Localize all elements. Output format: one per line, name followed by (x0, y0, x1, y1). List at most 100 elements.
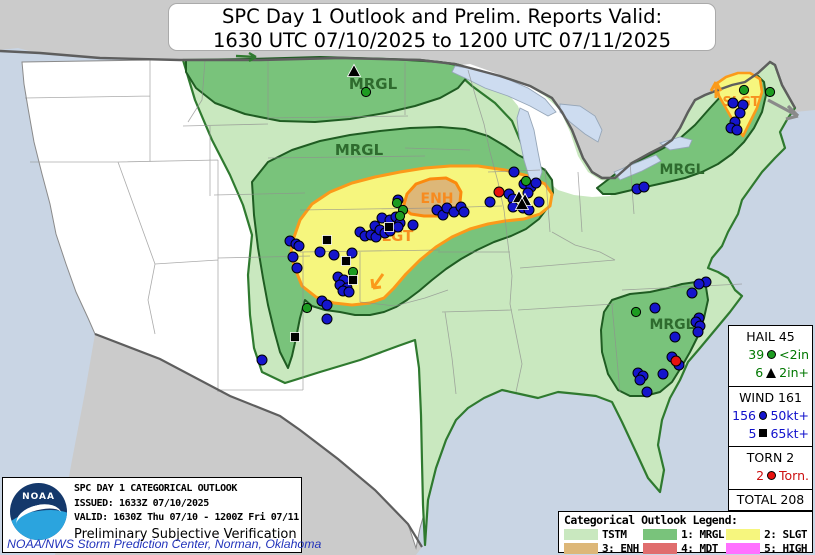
wind-50kt-report-marker (321, 299, 333, 311)
hail-report-marker (630, 306, 642, 318)
hail-2in-report-marker (514, 196, 530, 210)
wind-50kt-row: 156 50kt+ (732, 408, 809, 423)
noaa-logo-text: NOAA (22, 492, 55, 502)
legend-label: 3: ENH (602, 542, 639, 555)
wind-50kt-report-marker (314, 246, 326, 258)
categorical-legend: Categorical Outlook Legend: TSTM 1: MRGL 2… (558, 511, 813, 555)
torn-row: 2 Torn. (732, 468, 809, 483)
legend-label: TSTM (602, 528, 627, 541)
wind-65kt-row: 5 65kt+ (732, 426, 809, 441)
total-reports: TOTAL 208 (736, 491, 805, 507)
report-summary-panel: HAIL 45 39 <2in 6 2in+ WIND 161 156 50kt… (728, 325, 813, 511)
product-info-lines: SPC DAY 1 CATEGORICAL OUTLOOK ISSUED: 16… (74, 478, 301, 542)
wind-50kt-dot-icon (759, 410, 768, 420)
wind-50kt-label: 50kt+ (770, 407, 809, 423)
legend-swatch-icon (564, 543, 598, 554)
wind-50kt-report-marker (669, 331, 681, 343)
wind-50kt-count: 156 (732, 407, 756, 423)
hail-report-marker (738, 84, 750, 96)
hail-report-marker (391, 197, 403, 209)
categorical-legend-item: 2: SLGT (726, 528, 807, 541)
map-title: SPC Day 1 Outlook and Prelim. Reports Va… (168, 3, 716, 52)
hail-sub2in-label: <2in (779, 347, 809, 363)
product-name: SPC DAY 1 CATEGORICAL OUTLOOK (74, 483, 237, 494)
hail-report-marker (520, 175, 532, 187)
legend-label: 1: MRGL (681, 528, 724, 541)
wind-50kt-report-marker (346, 247, 358, 259)
wind-65kt-report-marker (341, 256, 351, 266)
wind-65kt-square-icon (759, 429, 768, 438)
wind-65kt-count: 5 (748, 425, 757, 441)
legend-swatch-icon (564, 529, 598, 540)
us-mexico-border (94, 332, 423, 548)
map-risk-label: MRGL (335, 141, 384, 159)
tornado-report-marker (670, 355, 682, 367)
verification-note: Preliminary Subjective Verification (74, 526, 297, 542)
map-risk-label: MRGL (349, 75, 398, 93)
state-borders (24, 59, 743, 395)
hail-summary-box: HAIL 45 39 <2in 6 2in+ (728, 325, 813, 388)
hail-2in-report-marker (346, 63, 362, 77)
categorical-legend-item: 1: MRGL (643, 528, 726, 541)
map-risk-label: MRGL (659, 162, 704, 178)
legend-label: 2: SLGT (764, 528, 807, 541)
hail-sub2in-dot-icon (767, 350, 777, 360)
wind-50kt-report-marker (328, 249, 340, 261)
wind-65kt-report-marker (348, 275, 358, 285)
map-risk-label: MRGL (649, 317, 694, 333)
hail-report-marker (360, 86, 372, 98)
hail-report-marker (764, 86, 776, 98)
hail-report-marker (394, 210, 406, 222)
wind-50kt-report-marker (692, 326, 704, 338)
categorical-legend-item: 3: ENH (564, 542, 643, 555)
legend-label: 4: MDT (681, 542, 718, 555)
product-info-box: NOAA SPC DAY 1 CATEGORICAL OUTLOOK ISSUE… (2, 477, 322, 553)
wind-50kt-report-marker (638, 181, 650, 193)
hail-sub2in-row: 39 <2in (732, 347, 809, 362)
wind-50kt-report-marker (458, 206, 470, 218)
hail-2inplus-label: 2in+ (779, 365, 809, 381)
noaa-logo: NOAA (10, 483, 67, 540)
wind-50kt-report-marker (693, 278, 705, 290)
hail-sub2in-count: 39 (748, 347, 765, 363)
wind-50kt-report-marker (392, 221, 404, 233)
title-line2: 1630 UTC 07/10/2025 to 1200 UTC 07/11/20… (212, 28, 672, 52)
legend-swatch-icon (643, 529, 678, 540)
title-line1: SPC Day 1 Outlook and Prelim. Reports Va… (221, 5, 663, 28)
wind-50kt-report-marker (321, 313, 333, 325)
legend-swatch-icon (726, 529, 761, 540)
wind-50kt-report-marker (530, 177, 542, 189)
region-labels: MRGLMRGLMRGLMRGLSLGTSLGTENH (335, 75, 760, 333)
hail-2inplus-row: 6 2in+ (732, 365, 809, 380)
torn-dot-icon (767, 471, 777, 481)
credit-line: NOAA/NWS Storm Prediction Center, Norman… (7, 537, 322, 551)
legend-label: 5: HIGH (764, 542, 807, 555)
hail-summary-title: HAIL 45 (746, 329, 795, 345)
total-summary-box: TOTAL 208 (728, 488, 813, 511)
categorical-legend-item: 5: HIGH (726, 542, 807, 555)
hail-2inplus-count: 6 (755, 365, 764, 381)
hail-report-marker (301, 302, 313, 314)
wind-50kt-report-marker (291, 262, 303, 274)
wind-50kt-report-marker (686, 287, 698, 299)
tornado-report-marker (493, 186, 505, 198)
storm-report-markers (256, 63, 776, 398)
wind-65kt-label: 65kt+ (770, 425, 809, 441)
valid-time: VALID: 1630Z Thu 07/10 - 1200Z Fri 07/11 (74, 512, 299, 523)
mrgl-region-southeast (600, 281, 709, 397)
noaa-logo-sea (10, 510, 67, 540)
categorical-legend-grid: TSTM 1: MRGL 2: SLGT 3: ENH 4: MDT 5: HIGH (564, 528, 807, 555)
wind-65kt-report-marker (290, 332, 300, 342)
categorical-legend-item: 4: MDT (643, 542, 726, 555)
wind-65kt-report-marker (322, 235, 332, 245)
wind-50kt-report-marker (634, 374, 646, 386)
wind-50kt-report-marker (734, 107, 746, 119)
torn-summary-title: TORN 2 (746, 450, 795, 466)
wind-50kt-report-marker (657, 368, 669, 380)
wind-50kt-report-marker (533, 196, 545, 208)
wind-50kt-report-marker (484, 196, 496, 208)
torn-summary-box: TORN 2 2 Torn. (728, 446, 813, 491)
wind-50kt-report-marker (508, 166, 520, 178)
wind-50kt-report-marker (343, 286, 355, 298)
